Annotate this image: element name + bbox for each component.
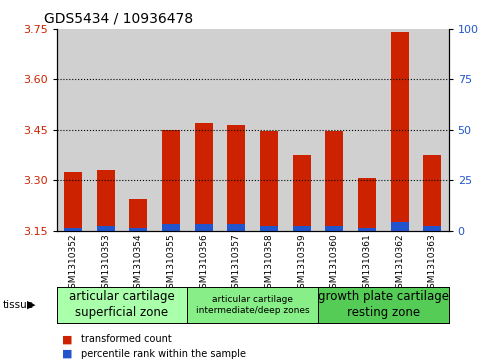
Bar xyxy=(227,224,246,231)
Text: growth plate cartilage
resting zone: growth plate cartilage resting zone xyxy=(318,290,449,319)
Bar xyxy=(325,227,343,231)
Text: GSM1310356: GSM1310356 xyxy=(199,233,208,294)
Text: GSM1310358: GSM1310358 xyxy=(264,233,274,294)
Bar xyxy=(351,29,383,231)
Bar xyxy=(383,29,416,231)
Text: transformed count: transformed count xyxy=(81,334,172,344)
Text: GSM1310360: GSM1310360 xyxy=(330,233,339,294)
Bar xyxy=(195,123,212,231)
Bar xyxy=(129,228,147,231)
Bar xyxy=(325,131,343,231)
Bar xyxy=(187,29,220,231)
Bar xyxy=(89,29,122,231)
Bar xyxy=(318,29,351,231)
Text: GSM1310355: GSM1310355 xyxy=(167,233,176,294)
Bar xyxy=(64,228,82,231)
Bar xyxy=(358,228,376,231)
Bar xyxy=(220,29,252,231)
Bar xyxy=(260,227,278,231)
Bar xyxy=(358,179,376,231)
Text: articular cartilage
intermediate/deep zones: articular cartilage intermediate/deep zo… xyxy=(196,295,310,315)
Bar xyxy=(252,29,285,231)
Bar xyxy=(195,224,212,231)
Bar xyxy=(97,170,115,231)
Bar xyxy=(129,199,147,231)
Bar xyxy=(57,29,89,231)
Text: GDS5434 / 10936478: GDS5434 / 10936478 xyxy=(44,12,193,26)
Text: ▶: ▶ xyxy=(27,300,35,310)
Text: ■: ■ xyxy=(62,334,72,344)
Bar xyxy=(162,130,180,231)
Text: percentile rank within the sample: percentile rank within the sample xyxy=(81,349,246,359)
Bar xyxy=(155,29,187,231)
Bar xyxy=(293,155,311,231)
Text: GSM1310353: GSM1310353 xyxy=(101,233,110,294)
Bar xyxy=(97,227,115,231)
Text: GSM1310352: GSM1310352 xyxy=(69,233,77,294)
Bar xyxy=(390,32,409,231)
Text: GSM1310354: GSM1310354 xyxy=(134,233,143,294)
Bar xyxy=(390,223,409,231)
Bar xyxy=(285,29,318,231)
Text: GSM1310363: GSM1310363 xyxy=(428,233,437,294)
Text: GSM1310357: GSM1310357 xyxy=(232,233,241,294)
Bar xyxy=(260,131,278,231)
Text: GSM1310359: GSM1310359 xyxy=(297,233,306,294)
Text: GSM1310362: GSM1310362 xyxy=(395,233,404,294)
Bar xyxy=(64,172,82,231)
Text: tissue: tissue xyxy=(2,300,34,310)
Bar xyxy=(423,227,441,231)
Bar xyxy=(227,125,246,231)
Text: GSM1310361: GSM1310361 xyxy=(362,233,372,294)
Bar xyxy=(122,29,155,231)
Text: ■: ■ xyxy=(62,349,72,359)
Bar xyxy=(293,227,311,231)
Bar xyxy=(162,224,180,231)
Text: articular cartilage
superficial zone: articular cartilage superficial zone xyxy=(69,290,175,319)
Bar xyxy=(423,155,441,231)
Bar xyxy=(416,29,449,231)
